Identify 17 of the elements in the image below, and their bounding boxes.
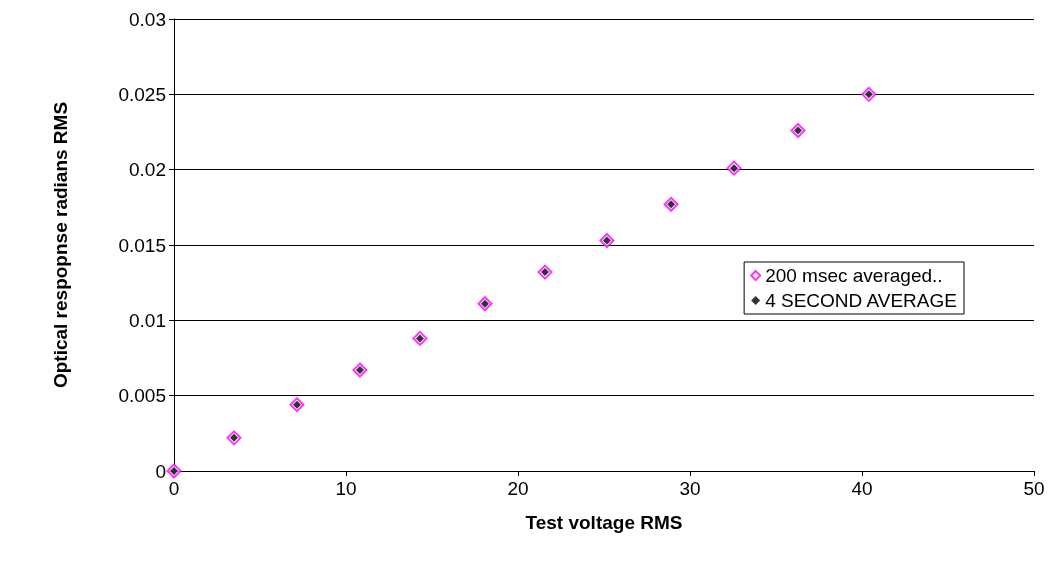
y-tick-label: 0.02: [129, 159, 166, 181]
legend-label: 4 SECOND AVERAGE: [765, 290, 957, 311]
y-axis-title: Optical respopnse radians RMS: [50, 101, 71, 389]
y-tick-label: 0: [155, 460, 166, 482]
x-tick-label: 50: [1023, 478, 1045, 499]
y-tick-label: 0.005: [118, 385, 166, 407]
x-tick-label: 40: [851, 478, 873, 499]
y-tick-label: 0.03: [129, 8, 166, 30]
x-axis-title: Test voltage RMS: [525, 512, 683, 533]
x-tick-label: 10: [335, 478, 357, 499]
x-tick-label: 20: [507, 478, 529, 499]
y-tick-label: 0.01: [129, 309, 166, 331]
legend-label: 200 msec averaged..: [765, 265, 943, 286]
x-tick-label: 30: [679, 478, 701, 499]
y-tick-label: 0.025: [118, 83, 166, 105]
x-tick-label: 0: [168, 478, 180, 499]
y-tick-label: 0.015: [118, 234, 166, 256]
